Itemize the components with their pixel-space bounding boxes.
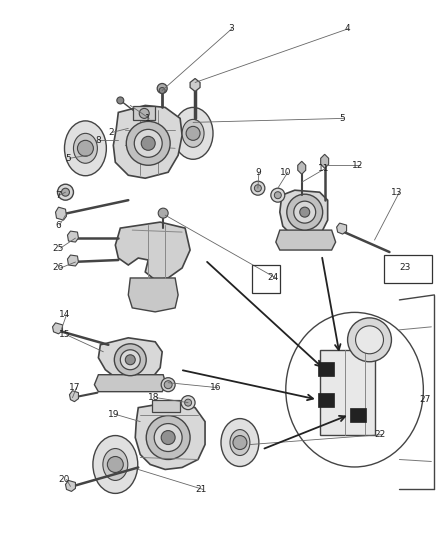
Text: 26: 26 xyxy=(53,263,64,272)
Text: 18: 18 xyxy=(148,393,160,402)
Polygon shape xyxy=(53,323,63,334)
Polygon shape xyxy=(67,255,78,266)
Bar xyxy=(252,265,280,293)
Circle shape xyxy=(161,378,175,392)
Polygon shape xyxy=(95,375,166,392)
Ellipse shape xyxy=(173,108,213,159)
Polygon shape xyxy=(276,230,336,250)
Polygon shape xyxy=(280,190,328,238)
Circle shape xyxy=(117,97,124,104)
Circle shape xyxy=(271,188,285,202)
Text: 23: 23 xyxy=(399,263,411,272)
Bar xyxy=(385,255,432,283)
Text: 9: 9 xyxy=(255,168,261,177)
Circle shape xyxy=(139,108,149,118)
Text: 14: 14 xyxy=(59,310,70,319)
Polygon shape xyxy=(99,338,162,382)
Polygon shape xyxy=(113,106,182,178)
Circle shape xyxy=(134,130,162,157)
Text: 22: 22 xyxy=(374,430,386,439)
Bar xyxy=(320,350,374,434)
Polygon shape xyxy=(298,161,306,174)
Text: 17: 17 xyxy=(68,383,80,392)
Circle shape xyxy=(154,424,182,451)
Polygon shape xyxy=(70,391,78,402)
Circle shape xyxy=(181,395,195,410)
Polygon shape xyxy=(321,154,328,168)
Circle shape xyxy=(186,126,200,140)
Circle shape xyxy=(107,456,124,472)
Circle shape xyxy=(125,355,135,365)
Text: 10: 10 xyxy=(280,168,291,177)
Text: 2: 2 xyxy=(108,128,114,137)
Bar xyxy=(318,362,334,376)
Circle shape xyxy=(57,184,74,200)
Text: 15: 15 xyxy=(59,330,70,340)
Circle shape xyxy=(159,87,165,93)
Circle shape xyxy=(254,185,261,192)
Bar xyxy=(350,408,366,422)
Circle shape xyxy=(287,194,323,230)
Circle shape xyxy=(348,318,392,362)
Text: 21: 21 xyxy=(195,485,206,494)
Circle shape xyxy=(161,431,175,445)
Circle shape xyxy=(356,326,384,354)
Text: 19: 19 xyxy=(108,410,120,419)
Polygon shape xyxy=(66,480,75,491)
Circle shape xyxy=(294,201,316,223)
Bar xyxy=(318,393,334,407)
Polygon shape xyxy=(115,222,190,280)
Polygon shape xyxy=(56,207,67,220)
Text: 20: 20 xyxy=(59,475,70,484)
Text: 7: 7 xyxy=(56,191,61,200)
Text: 6: 6 xyxy=(56,221,61,230)
Circle shape xyxy=(146,416,190,459)
Ellipse shape xyxy=(230,430,250,456)
Text: 4: 4 xyxy=(345,24,350,33)
Bar xyxy=(133,107,155,120)
Circle shape xyxy=(300,207,310,217)
Ellipse shape xyxy=(64,121,106,176)
Circle shape xyxy=(61,188,70,196)
Text: 3: 3 xyxy=(228,24,234,33)
Circle shape xyxy=(164,381,172,389)
Text: 27: 27 xyxy=(419,395,431,404)
Bar xyxy=(152,400,180,411)
Ellipse shape xyxy=(182,119,204,147)
Ellipse shape xyxy=(103,449,128,480)
Circle shape xyxy=(251,181,265,195)
Text: 25: 25 xyxy=(53,244,64,253)
Polygon shape xyxy=(67,231,78,242)
Ellipse shape xyxy=(221,418,259,466)
Circle shape xyxy=(114,344,146,376)
Circle shape xyxy=(78,140,93,156)
Text: 13: 13 xyxy=(392,188,403,197)
Circle shape xyxy=(184,399,191,406)
Text: 12: 12 xyxy=(352,161,363,170)
Circle shape xyxy=(120,350,140,370)
Polygon shape xyxy=(135,402,205,470)
Ellipse shape xyxy=(93,435,138,494)
Text: 5: 5 xyxy=(339,114,346,123)
Text: 11: 11 xyxy=(318,164,329,173)
Text: 24: 24 xyxy=(268,273,279,282)
Circle shape xyxy=(158,208,168,218)
Circle shape xyxy=(157,84,167,93)
Polygon shape xyxy=(128,278,178,312)
Circle shape xyxy=(126,122,170,165)
Circle shape xyxy=(141,136,155,150)
Polygon shape xyxy=(337,223,346,234)
Text: 16: 16 xyxy=(210,383,222,392)
Ellipse shape xyxy=(74,133,97,163)
Text: 1: 1 xyxy=(145,114,151,123)
Polygon shape xyxy=(190,78,200,92)
Text: 5: 5 xyxy=(66,154,71,163)
Text: 8: 8 xyxy=(95,136,101,145)
Circle shape xyxy=(233,435,247,449)
Circle shape xyxy=(274,192,281,199)
